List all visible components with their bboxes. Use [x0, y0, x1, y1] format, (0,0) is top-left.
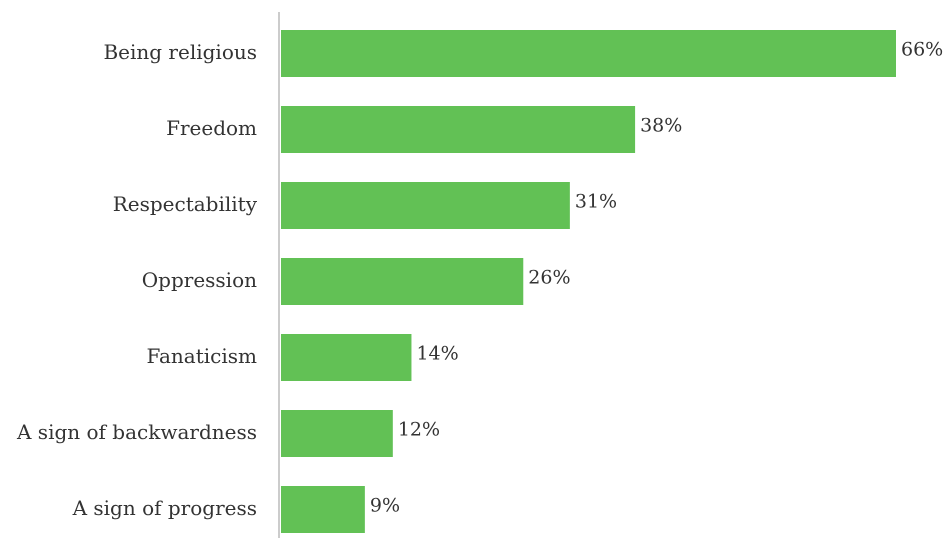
value-label: 38% [640, 115, 682, 137]
bar-2 [281, 182, 570, 229]
value-label: 66% [901, 39, 943, 61]
category-label: Oppression [142, 268, 257, 292]
category-label: Freedom [166, 116, 257, 140]
category-label: Being religious [103, 40, 257, 64]
value-label: 26% [528, 267, 570, 289]
category-label: A sign of backwardness [16, 420, 257, 444]
bar-4 [281, 334, 412, 381]
value-label: 9% [370, 495, 400, 517]
bar-5 [281, 410, 393, 457]
category-label: Fanaticism [146, 344, 257, 368]
value-label: 31% [575, 191, 617, 213]
category-label: Respectability [113, 192, 258, 216]
value-label: 12% [398, 419, 440, 441]
bar-6 [281, 486, 365, 533]
bars-group: Being religious 66% Freedom 38% Respectabili… [16, 30, 943, 533]
bar-3 [281, 258, 524, 305]
value-label: 14% [416, 343, 458, 365]
category-label: A sign of progress [72, 496, 257, 520]
bar-1 [281, 106, 636, 153]
bar-0 [281, 30, 896, 77]
